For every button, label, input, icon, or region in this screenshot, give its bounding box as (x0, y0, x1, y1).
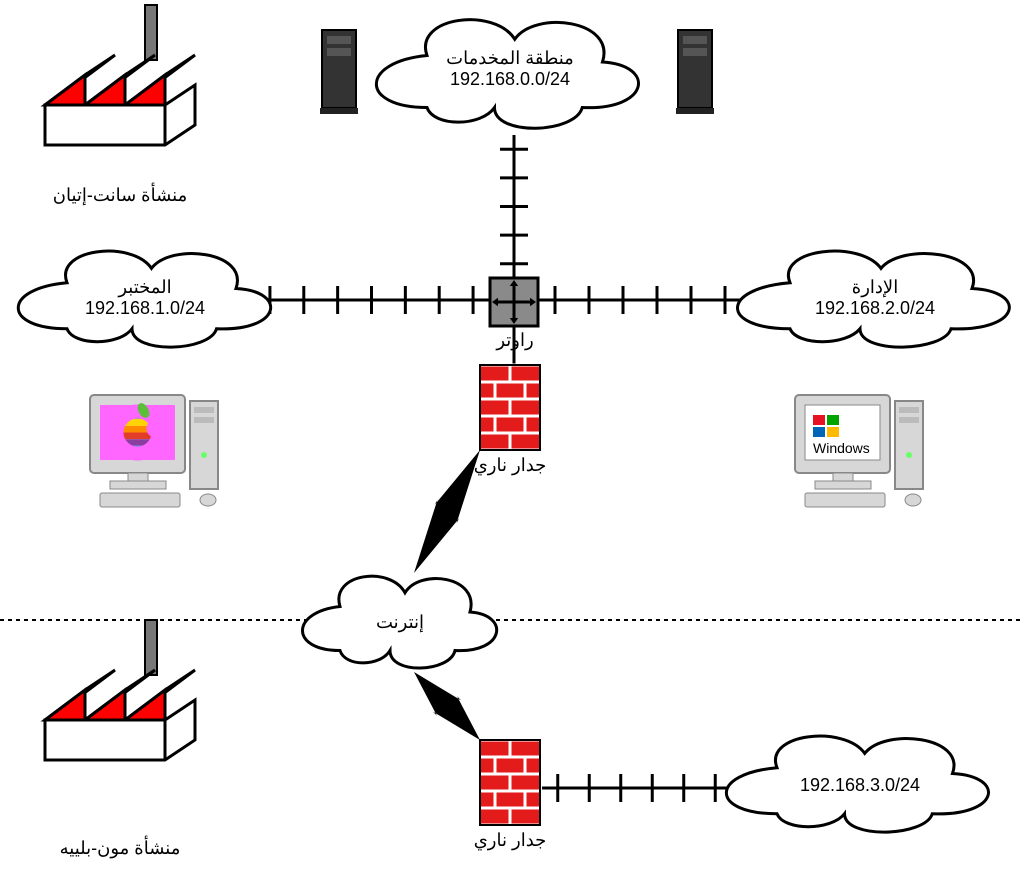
pc-apple (90, 395, 218, 507)
lab-subnet: 192.168.1.0/24 (40, 298, 250, 319)
svg-text:Windows: Windows (813, 440, 870, 456)
servers-subnet: 192.168.0.0/24 (400, 69, 620, 90)
servers-title: منطقة المخدمات (400, 48, 620, 69)
facility-top-label: منشأة سانت-إتيان (20, 185, 220, 206)
cloud-servers-label: منطقة المخدمات 192.168.0.0/24 (400, 48, 620, 90)
router-label: راوتر (470, 330, 560, 351)
cloud-lab-label: المختبر 192.168.1.0/24 (40, 277, 250, 319)
cloud-remote-label: 192.168.3.0/24 (755, 775, 965, 796)
pc-win: Windows (795, 395, 923, 507)
admin-subnet: 192.168.2.0/24 (770, 298, 980, 319)
firewall2-label: جدار ناري (450, 830, 570, 851)
cloud-internet-label: إنترنت (330, 612, 470, 633)
factory-icon (45, 5, 195, 145)
diagram-root: Windows منشأة سانت-إتيان منشأة مون-بلييه… (0, 0, 1024, 871)
factory-icon (45, 620, 195, 760)
cloud-admin-label: الإدارة 192.168.2.0/24 (770, 277, 980, 319)
admin-title: الإدارة (770, 277, 980, 298)
facility-bottom-label: منشأة مون-بلييه (20, 838, 220, 859)
lab-title: المختبر (40, 277, 250, 298)
firewall-icon (480, 365, 540, 450)
firewall1-label: جدار ناري (450, 455, 570, 476)
network-svg: Windows (0, 0, 1024, 871)
firewall-icon (480, 740, 540, 825)
